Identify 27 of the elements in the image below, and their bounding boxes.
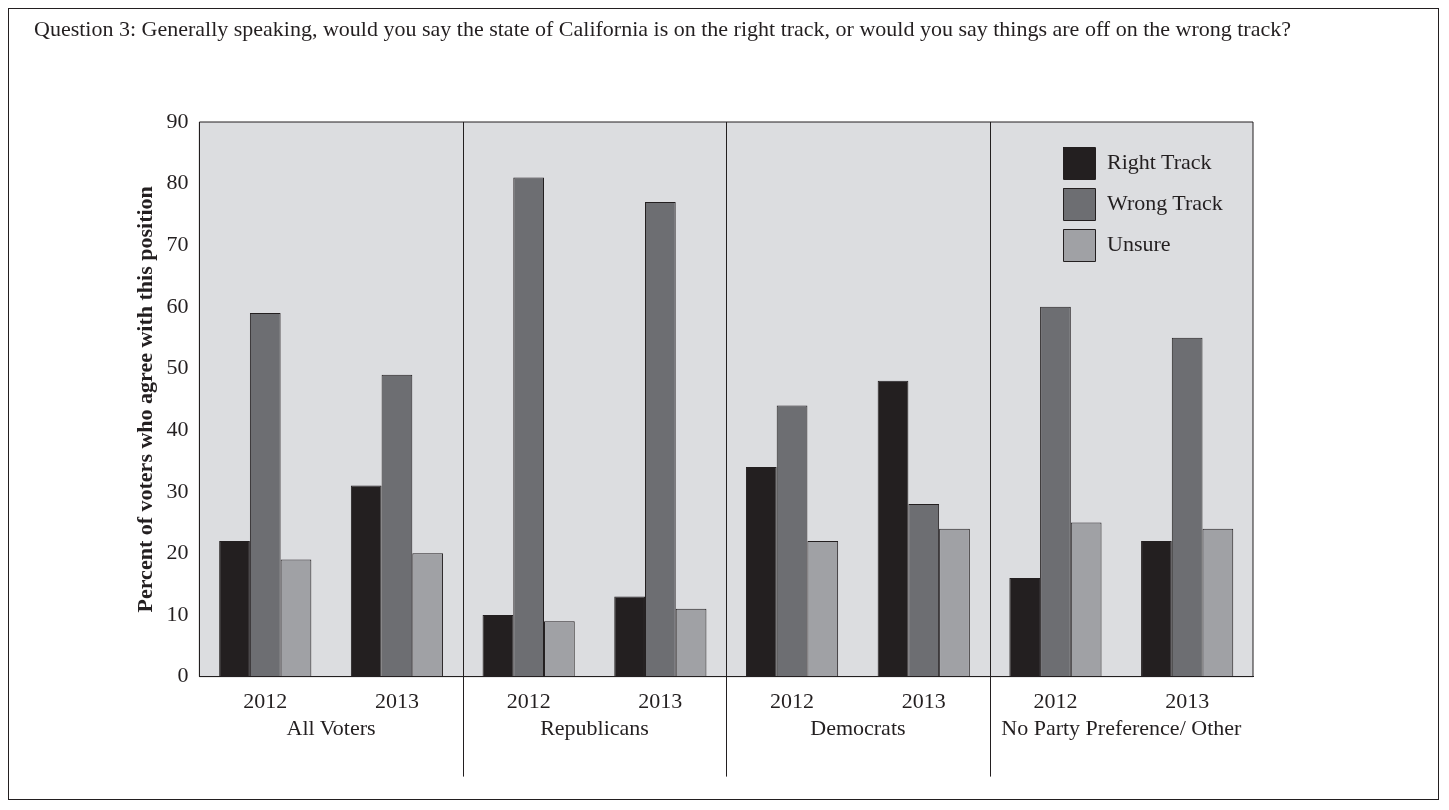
y-axis-title: Percent of voters who agree with this position: [131, 186, 157, 613]
x-tick-label: 2012: [506, 687, 551, 713]
x-tick-label: 2013: [1165, 687, 1210, 713]
x-tick-label: 2013: [374, 687, 419, 713]
legend-label: Unsure: [1107, 230, 1171, 256]
y-tick-label: 90: [166, 107, 189, 133]
y-tick-label: 80: [166, 169, 189, 195]
text: Republicans: [540, 715, 649, 741]
text: No Party Preference/ Other: [1001, 715, 1242, 741]
x-tick-label: 2013: [638, 687, 683, 713]
y-tick-label: 10: [166, 600, 189, 626]
text: Democrats: [810, 715, 906, 741]
legend-label: Right Track: [1107, 148, 1212, 174]
y-tick-label: 60: [166, 292, 189, 318]
y-tick-label: 40: [166, 415, 189, 441]
y-tick-label: 30: [166, 477, 189, 503]
x-tick-label: 2012: [770, 687, 815, 713]
y-tick-label: 20: [166, 539, 189, 565]
y-tick-label: 70: [166, 231, 189, 257]
x-tick-label: 2012: [243, 687, 288, 713]
x-tick-label: 2013: [901, 687, 946, 713]
chart-title: Question 3: Generally speaking, would you say the state of California is on the right track, or would you say things are off on the wrong track?: [34, 15, 1292, 43]
x-tick-label: 2012: [1033, 687, 1078, 713]
legend-label: Wrong Track: [1107, 189, 1223, 215]
text: All Voters: [286, 715, 376, 741]
y-tick-label: 50: [166, 354, 189, 380]
y-tick-label: 0: [177, 662, 189, 688]
